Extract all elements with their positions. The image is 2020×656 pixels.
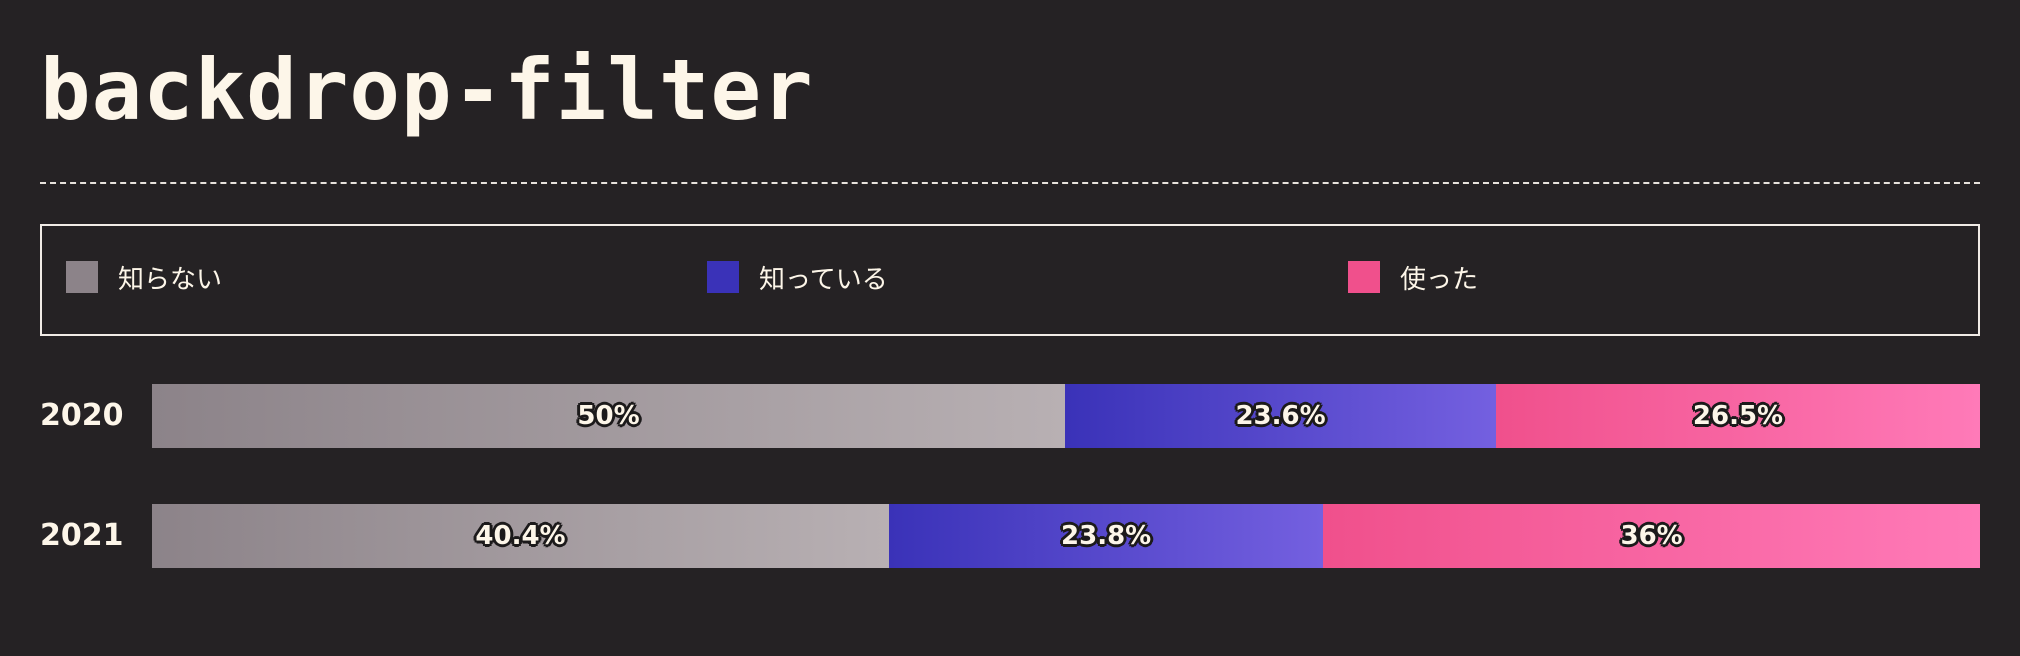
page-title: backdrop-filter — [40, 41, 814, 139]
bar-segment-2020-unknown: 50% — [152, 384, 1066, 448]
legend-swatch-known — [707, 261, 739, 293]
bar-value-label-2021-unknown: 40.4% — [475, 521, 566, 551]
row-label-2021: 2021 — [40, 518, 124, 553]
bar-segment-2021-used: 36% — [1323, 504, 1980, 568]
bar-segment-2020-used: 26.5% — [1496, 384, 1980, 448]
legend-label-known: 知っている — [759, 264, 888, 295]
stacked-bar-2021: 40.4% 23.8% 36% — [152, 504, 1980, 568]
bar-segment-2020-known: 23.6% — [1065, 384, 1497, 448]
bar-segment-2021-unknown: 40.4% — [152, 504, 890, 568]
legend-item-unknown: 知らない — [66, 260, 223, 295]
legend-item-used: 使った — [1348, 260, 1479, 295]
legend-swatch-unknown — [66, 261, 98, 293]
legend-label-used: 使った — [1400, 264, 1479, 295]
bar-value-label-2020-known: 23.6% — [1235, 401, 1326, 431]
bar-value-label-2021-used: 36% — [1620, 521, 1683, 551]
chart-legend: 知らない 知っている 使った — [40, 224, 1980, 336]
dashed-divider — [40, 182, 1980, 184]
bar-value-label-2020-unknown: 50% — [577, 401, 640, 431]
legend-swatch-used — [1348, 261, 1380, 293]
bar-segment-2021-known: 23.8% — [889, 504, 1324, 568]
bar-value-label-2021-known: 23.8% — [1061, 521, 1152, 551]
bar-value-label-2020-used: 26.5% — [1692, 401, 1784, 431]
stacked-bar-2020: 50% 23.6% 26.5% — [152, 384, 1980, 448]
legend-label-unknown: 知らない — [118, 264, 223, 295]
row-label-2020: 2020 — [40, 398, 124, 433]
legend-item-known: 知っている — [707, 260, 888, 295]
